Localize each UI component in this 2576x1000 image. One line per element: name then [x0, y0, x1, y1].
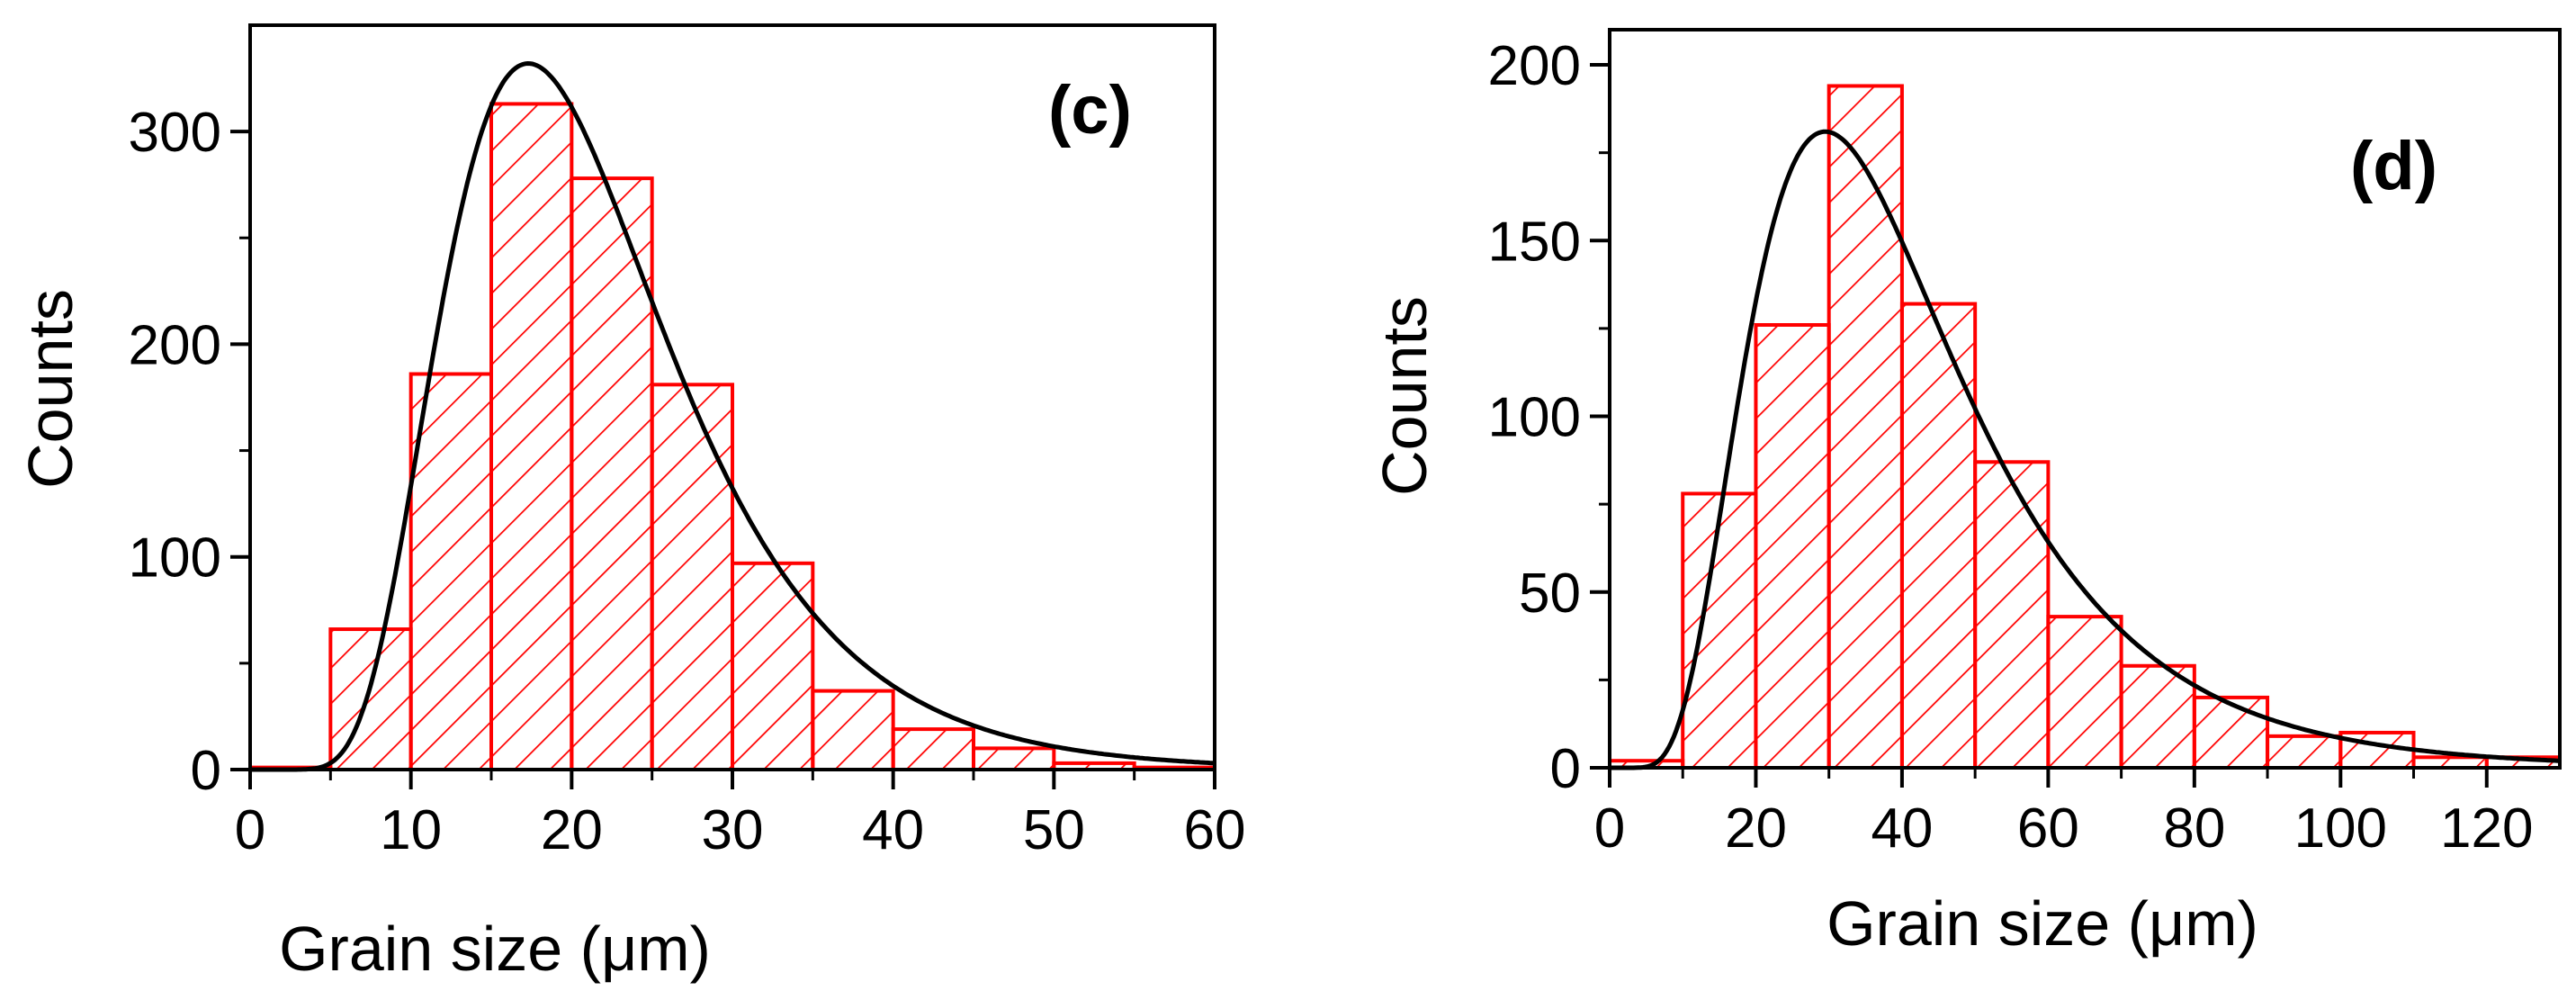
y-tick-label-d-0: 0 — [1550, 738, 1581, 800]
y-tick-label-d-4: 200 — [1488, 35, 1581, 97]
x-tick-label-d-1: 20 — [1725, 797, 1787, 860]
chart-panel-c: 0 10 20 30 40 50 60 0 100 200 300 (c) Grain size (… — [15, 23, 1246, 984]
histogram-bar-c-9 — [972, 746, 1056, 771]
histogram-bar-d-4 — [1899, 302, 1978, 770]
x-tick-label-d-2: 40 — [1871, 797, 1933, 860]
x-tick-label-d-3: 60 — [2017, 797, 2079, 860]
x-tick-label-d-4: 80 — [2163, 797, 2225, 860]
histogram-bar-d-6 — [2046, 615, 2123, 770]
y-axis-title-d: Counts — [1369, 296, 1440, 496]
x-tick-label-d-0: 0 — [1594, 797, 1625, 860]
x-tick-label-c-6: 60 — [1184, 799, 1246, 861]
panel-label-d: (d) — [2350, 128, 2437, 204]
y-tick-label-c-1: 100 — [129, 527, 221, 590]
chart-panel-d: 0 20 40 60 80 100 120 0 50 100 150 200 (d) Grain si… — [1369, 28, 2563, 959]
x-tick-label-c-0: 0 — [235, 799, 265, 861]
plot-frame-d — [1608, 28, 2562, 770]
histogram-bar-d-9 — [2266, 734, 2343, 770]
x-tick-label-c-4: 40 — [862, 799, 924, 861]
x-tick-label-c-3: 30 — [702, 799, 764, 861]
histogram-bar-c-7 — [811, 689, 895, 771]
histogram-bar-c-8 — [891, 727, 976, 771]
histogram-bar-c-3 — [489, 102, 574, 771]
x-tick-label-d-6: 120 — [2440, 797, 2533, 860]
y-tick-label-d-1: 50 — [1519, 563, 1581, 625]
x-axis-title-c: Grain size (μm) — [279, 914, 711, 984]
y-tick-label-d-3: 150 — [1488, 211, 1581, 273]
panel-label-c: (c) — [1048, 72, 1132, 149]
y-axis-title-c: Counts — [15, 289, 85, 489]
histogram-bar-c-2 — [408, 372, 493, 771]
histogram-bar-c-6 — [731, 561, 815, 771]
histogram-bar-d-3 — [1827, 84, 1904, 770]
y-tick-label-c-2: 200 — [129, 314, 221, 376]
histogram-bar-d-5 — [1973, 460, 2051, 770]
y-tick-label-c-0: 0 — [191, 740, 221, 802]
x-tick-label-c-1: 10 — [380, 799, 442, 861]
x-tick-label-c-2: 20 — [541, 799, 603, 861]
histogram-bar-c-5 — [650, 383, 735, 771]
histogram-bar-d-8 — [2192, 695, 2270, 770]
fit-curve-c — [250, 60, 1216, 772]
y-tick-label-c-3: 300 — [129, 102, 221, 164]
x-axis-title-d: Grain size (μm) — [1827, 888, 2258, 959]
x-tick-label-d-5: 100 — [2294, 797, 2387, 860]
fit-curve-d — [1610, 129, 2561, 770]
histogram-bar-d-2 — [1754, 323, 1831, 770]
y-tick-label-d-2: 100 — [1488, 387, 1581, 449]
histogram-bar-d-1 — [1681, 491, 1758, 770]
x-tick-label-c-5: 50 — [1023, 799, 1085, 861]
